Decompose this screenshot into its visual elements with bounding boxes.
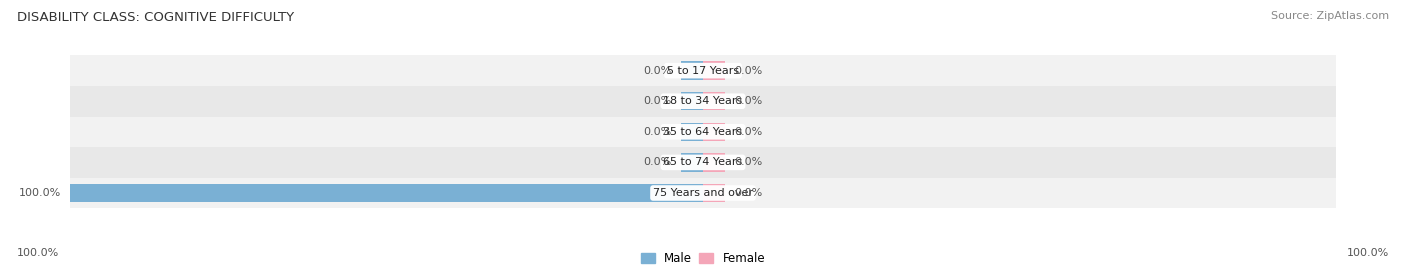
Bar xyxy=(681,153,703,172)
Bar xyxy=(681,61,703,80)
Bar xyxy=(703,92,725,110)
Bar xyxy=(70,184,703,202)
Bar xyxy=(70,86,1336,116)
Bar xyxy=(70,178,1336,208)
Text: 75 Years and over: 75 Years and over xyxy=(652,188,754,198)
Text: 0.0%: 0.0% xyxy=(643,96,672,106)
Bar xyxy=(703,61,725,80)
Text: 65 to 74 Years: 65 to 74 Years xyxy=(664,157,742,167)
Bar xyxy=(70,55,1336,86)
Text: 0.0%: 0.0% xyxy=(734,188,763,198)
Bar xyxy=(70,147,1336,178)
Text: 100.0%: 100.0% xyxy=(1347,248,1389,258)
Text: 0.0%: 0.0% xyxy=(643,127,672,137)
Text: 0.0%: 0.0% xyxy=(734,66,763,76)
Text: 100.0%: 100.0% xyxy=(17,248,59,258)
Text: 0.0%: 0.0% xyxy=(734,96,763,106)
Bar xyxy=(70,116,1336,147)
Legend: Male, Female: Male, Female xyxy=(636,247,770,269)
Text: 35 to 64 Years: 35 to 64 Years xyxy=(664,127,742,137)
Bar xyxy=(681,92,703,110)
Bar xyxy=(681,123,703,141)
Text: 0.0%: 0.0% xyxy=(643,157,672,167)
Text: 0.0%: 0.0% xyxy=(734,157,763,167)
Text: 0.0%: 0.0% xyxy=(734,127,763,137)
Text: 5 to 17 Years: 5 to 17 Years xyxy=(666,66,740,76)
Text: 18 to 34 Years: 18 to 34 Years xyxy=(664,96,742,106)
Text: 0.0%: 0.0% xyxy=(643,66,672,76)
Text: Source: ZipAtlas.com: Source: ZipAtlas.com xyxy=(1271,11,1389,21)
Bar xyxy=(703,153,725,172)
Text: DISABILITY CLASS: COGNITIVE DIFFICULTY: DISABILITY CLASS: COGNITIVE DIFFICULTY xyxy=(17,11,294,24)
Text: 100.0%: 100.0% xyxy=(18,188,60,198)
Bar xyxy=(703,123,725,141)
Bar xyxy=(703,184,725,202)
